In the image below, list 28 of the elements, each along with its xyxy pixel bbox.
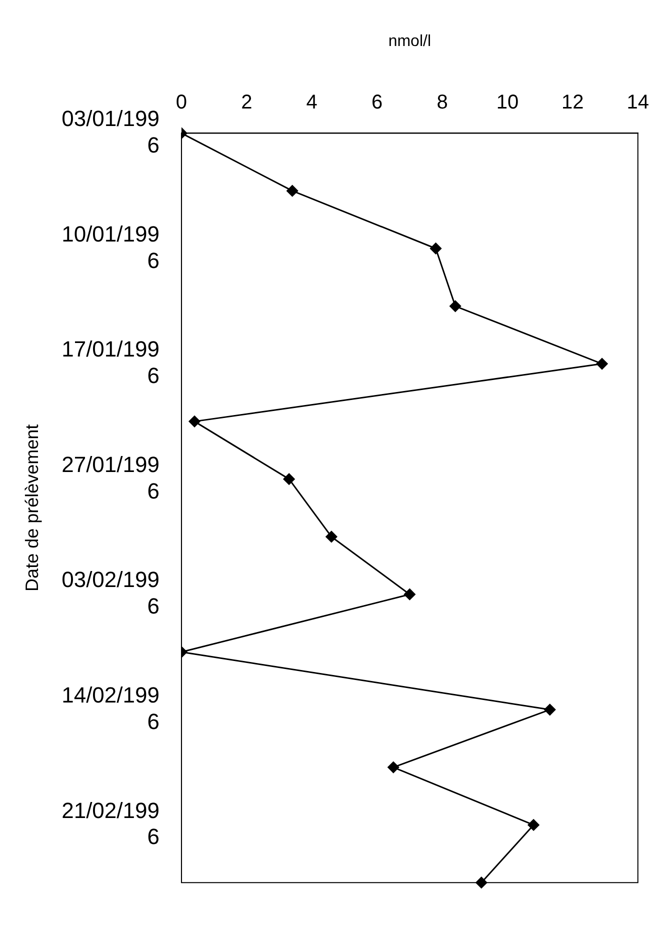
y-tick-label: 03/02/1996 <box>62 567 160 619</box>
x-tick-label: 8 <box>436 92 448 114</box>
y-tick-label: 21/02/1996 <box>62 798 160 850</box>
y-tick-label: 17/01/1996 <box>62 336 160 388</box>
point <box>544 704 556 716</box>
point <box>286 185 298 197</box>
point <box>528 819 540 831</box>
point <box>188 416 200 428</box>
point <box>388 762 400 774</box>
y-tick-label: 27/01/1996 <box>62 452 160 504</box>
x-axis-title: nmol/l <box>388 33 432 50</box>
point <box>450 300 462 312</box>
point <box>596 358 608 370</box>
x-tick-label: 0 <box>176 92 188 114</box>
x-tick-label: 10 <box>496 92 519 114</box>
y-axis-title: Date de prélèvement <box>22 424 42 592</box>
x-tick-label: 4 <box>306 92 318 114</box>
x-tick-label: 2 <box>241 92 252 114</box>
y-tick-label: 03/01/1996 <box>62 106 160 158</box>
x-tick-label: 12 <box>562 92 584 114</box>
x-tick-label: 6 <box>372 92 383 114</box>
y-tick-label: 10/01/1996 <box>62 221 160 273</box>
point <box>404 588 416 600</box>
point <box>283 473 295 485</box>
x-tick-label: 14 <box>626 92 649 114</box>
point <box>326 530 338 542</box>
y-tick-label: 14/02/1996 <box>62 682 160 734</box>
point <box>430 242 442 254</box>
